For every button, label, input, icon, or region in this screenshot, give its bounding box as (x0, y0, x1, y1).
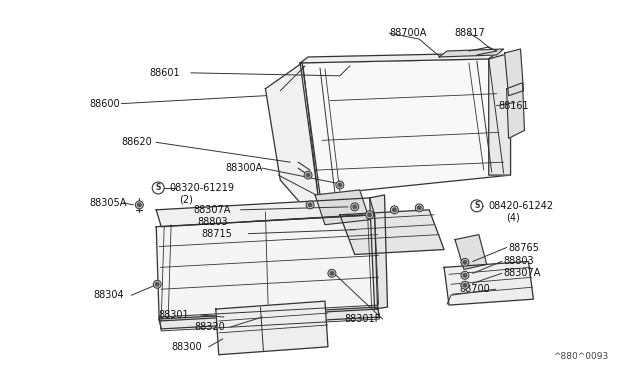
Circle shape (365, 211, 374, 219)
Text: 88307A: 88307A (504, 268, 541, 278)
Polygon shape (266, 63, 320, 220)
Circle shape (463, 273, 467, 277)
Polygon shape (455, 235, 487, 269)
Text: 88700A: 88700A (390, 28, 427, 38)
Polygon shape (300, 53, 497, 63)
Polygon shape (507, 83, 524, 138)
Circle shape (368, 213, 371, 217)
Text: 08320-61219: 08320-61219 (169, 183, 234, 193)
Polygon shape (156, 215, 378, 321)
Text: 88301F: 88301F (345, 314, 381, 324)
Circle shape (336, 181, 344, 189)
Circle shape (390, 206, 399, 214)
Text: 88803: 88803 (504, 256, 534, 266)
Text: 88601: 88601 (149, 68, 180, 78)
Text: 88305A: 88305A (90, 198, 127, 208)
Circle shape (463, 283, 467, 287)
Text: 88304: 88304 (93, 290, 124, 300)
Circle shape (353, 205, 356, 209)
Circle shape (461, 259, 469, 266)
Text: S: S (474, 201, 479, 210)
Circle shape (306, 201, 314, 209)
Circle shape (351, 203, 358, 211)
Polygon shape (489, 53, 511, 175)
Circle shape (138, 203, 141, 206)
Polygon shape (156, 198, 374, 227)
Polygon shape (340, 210, 444, 254)
Circle shape (330, 272, 333, 275)
Polygon shape (300, 59, 511, 195)
Polygon shape (315, 190, 370, 225)
Circle shape (304, 171, 312, 179)
Text: 88620: 88620 (122, 137, 152, 147)
Circle shape (152, 182, 164, 194)
Circle shape (461, 271, 469, 279)
Text: 88600: 88600 (90, 99, 120, 109)
Text: 88301: 88301 (158, 310, 189, 320)
Circle shape (463, 261, 467, 264)
Text: 08420-61242: 08420-61242 (489, 201, 554, 211)
Circle shape (415, 204, 423, 212)
Text: 88300: 88300 (171, 342, 202, 352)
Polygon shape (504, 49, 524, 96)
Circle shape (461, 281, 469, 289)
Text: (4): (4) (507, 213, 520, 223)
Polygon shape (216, 301, 328, 355)
Circle shape (308, 203, 312, 206)
Circle shape (156, 282, 159, 286)
Circle shape (393, 208, 396, 212)
Text: 88803: 88803 (197, 217, 228, 227)
Text: 88161: 88161 (499, 100, 529, 110)
Text: S: S (156, 183, 161, 192)
Polygon shape (439, 49, 504, 57)
Text: 88817: 88817 (454, 28, 484, 38)
Circle shape (307, 173, 310, 177)
Polygon shape (159, 307, 380, 329)
Circle shape (471, 200, 483, 212)
Text: 88320: 88320 (194, 322, 225, 332)
Polygon shape (444, 262, 533, 305)
Text: 88765: 88765 (509, 243, 540, 253)
Text: 88715: 88715 (201, 229, 232, 239)
Circle shape (136, 201, 143, 209)
Text: 88700: 88700 (459, 284, 490, 294)
Circle shape (153, 280, 161, 288)
Text: ^880^0093: ^880^0093 (553, 352, 609, 361)
Text: (2): (2) (179, 195, 193, 205)
Circle shape (338, 183, 342, 187)
Polygon shape (370, 195, 387, 309)
Text: 88307A: 88307A (193, 205, 230, 215)
Circle shape (328, 269, 336, 277)
Text: 88300A: 88300A (226, 163, 263, 173)
Circle shape (417, 206, 421, 210)
